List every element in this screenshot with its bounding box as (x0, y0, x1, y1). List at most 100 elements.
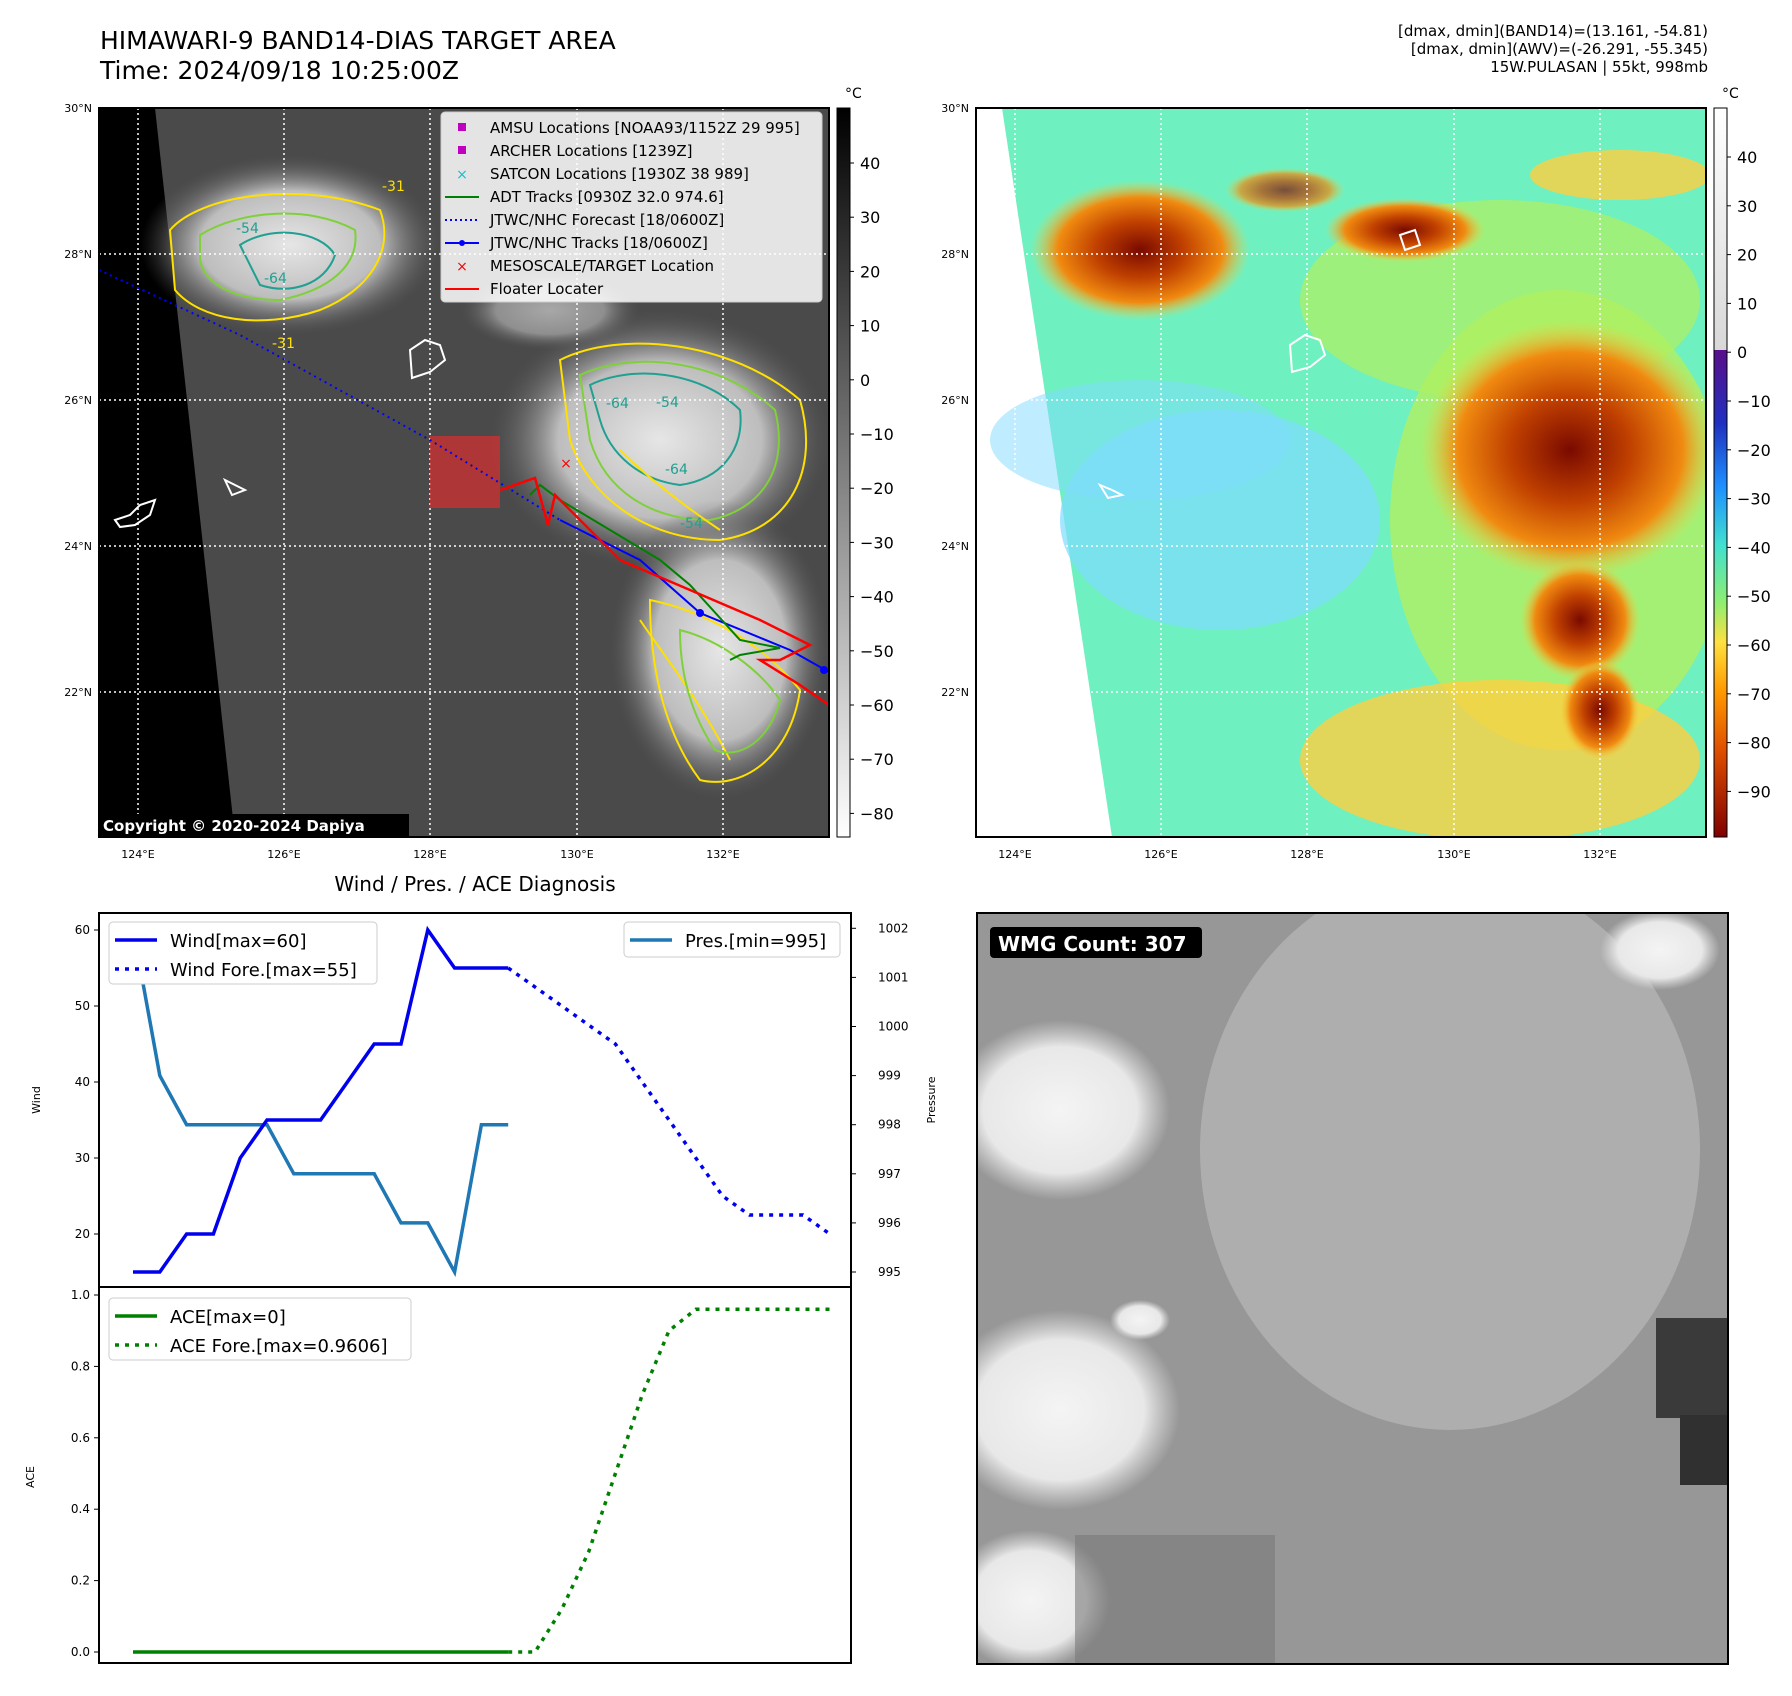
colorbar-tick: −20 (860, 479, 894, 498)
ir-cloud-north (140, 155, 440, 335)
ace-forecast-line (508, 1307, 830, 1654)
contour-label: -64 (665, 462, 688, 478)
lon-label: 132°E (706, 848, 739, 861)
colorbar-tick: −50 (860, 642, 894, 661)
colorbar-tick: 30 (860, 208, 880, 227)
pressure-legend: Pres.[min=995] (623, 921, 841, 958)
legend-label: Wind Fore.[max=55] (170, 960, 357, 981)
contour-minus31-north (168, 192, 386, 322)
pressure-tick-label: 995 (878, 1265, 901, 1279)
awv-gridlines (976, 108, 1706, 837)
colorbar-tick: 0 (860, 371, 870, 390)
awv-colorbar-upper (1714, 108, 1727, 350)
lat-label: 22°N (64, 686, 92, 699)
legend-item: ARCHER Locations [1239Z] (458, 142, 693, 160)
pressure-tick-label: 1002 (878, 921, 909, 935)
contour-label: -54 (656, 395, 679, 411)
colorbar-tick: −60 (860, 696, 894, 715)
ace-tick-label: 0.0 (71, 1645, 90, 1659)
lat-label: 30°N (941, 102, 969, 115)
pressure-tick-label: 1001 (878, 970, 909, 984)
awv-colorbar-lower (1714, 350, 1727, 837)
wind-pressure-chart: 20 30 40 50 60 995 996 997 998 999 1000 1001 1002 Win… (30, 912, 938, 1288)
legend-label: AMSU Locations [NOAA93/1152Z 29 995] (490, 119, 800, 137)
lon-label: 124°E (121, 848, 154, 861)
colorbar-tick: 20 (860, 262, 880, 281)
legend-item: Floater Locater (445, 280, 604, 298)
colorbar-tick: 20 (1737, 246, 1757, 265)
contour-minus31-main (558, 342, 808, 542)
colorbar-tick: −40 (1737, 538, 1771, 557)
colorbar-tick: −30 (1737, 490, 1771, 509)
colorbar-tick: −10 (1737, 392, 1771, 411)
colorbar-tick: 0 (1737, 343, 1747, 362)
ace-tick-label: 0.6 (71, 1431, 90, 1445)
colorbar-tick: 10 (1737, 294, 1757, 313)
adt-track (529, 483, 781, 661)
lat-label: 22°N (941, 686, 969, 699)
colorbar-tick: −70 (860, 750, 894, 769)
legend-item: AMSU Locations [NOAA93/1152Z 29 995] (458, 119, 800, 137)
legend-item: × SATCON Locations [1930Z 38 989] (456, 165, 749, 183)
contour-label: -64 (264, 271, 287, 287)
legend-item: JTWC/NHC Forecast [18/0600Z] (445, 211, 724, 229)
lat-label: 24°N (64, 540, 92, 553)
pressure-tick-label: 999 (878, 1069, 901, 1083)
map-legend: AMSU Locations [NOAA93/1152Z 29 995] ARCH… (440, 111, 823, 303)
pressure-tick-label: 998 (878, 1118, 901, 1132)
colorbar-tick: 30 (1737, 197, 1757, 216)
awv-colorbar-unit: °C (1722, 86, 1739, 102)
wmg-frame (976, 912, 1729, 1665)
storm-info: 15W.PULASAN | 55kt, 998mb (1490, 58, 1708, 76)
legend-label: ADT Tracks [0930Z 32.0 974.6] (490, 188, 724, 206)
wind-axis-label: Wind (30, 1086, 43, 1114)
contour-minus54-main (588, 372, 742, 487)
pressure-tick-label: 1000 (878, 1020, 909, 1034)
contour-minus31-south (648, 598, 802, 783)
wind-tick-label: 60 (75, 923, 90, 937)
legend-label: ARCHER Locations [1239Z] (490, 142, 693, 160)
ir-no-data-region (99, 108, 235, 837)
lat-label: 28°N (64, 248, 92, 261)
coastline-taiwan-islands (113, 498, 157, 529)
svg-text:×: × (456, 259, 468, 275)
mesoscale-target-marker: × (560, 456, 572, 472)
lon-label: 128°E (413, 848, 446, 861)
ir-lat-labels: 30°N 28°N 26°N 24°N 22°N (64, 102, 92, 699)
wmg-dark-patch (1656, 1318, 1728, 1418)
legend-item: ADT Tracks [0930Z 32.0 974.6] (445, 188, 724, 206)
target-area-box (430, 436, 500, 508)
ace-tick-label: 0.4 (71, 1502, 90, 1516)
awv-lat-labels: 30°N 28°N 26°N 24°N 22°N (941, 102, 969, 699)
wind-line (133, 925, 509, 1274)
ace-chart: 0.0 0.2 0.4 0.6 0.8 1.0 ACE[max=0] ACE Fore.[ma… (24, 1286, 852, 1664)
ace-tick-label: 0.2 (71, 1574, 90, 1588)
ir-colorbar (836, 107, 851, 838)
contour-labels: -31 -54 -64 -31 -64 -54 -64 -54 (236, 179, 703, 532)
wind-tick-label: 50 (75, 999, 90, 1013)
contour-label: -54 (680, 516, 703, 532)
lon-label: 130°E (560, 848, 593, 861)
ace-axis-label: ACE (24, 1466, 37, 1488)
lon-label: 132°E (1583, 848, 1616, 861)
svg-text:×: × (456, 167, 468, 183)
colorbar-tick: −20 (1737, 441, 1771, 460)
lat-label: 24°N (941, 540, 969, 553)
colorbar-tick: 10 (860, 317, 880, 336)
colorbar-tick: 40 (1737, 148, 1757, 167)
lon-label: 126°E (1144, 848, 1177, 861)
contour-label: -31 (382, 179, 405, 195)
lon-label: 130°E (1437, 848, 1470, 861)
wind-legend: Wind[max=60] Wind Fore.[max=55] (108, 921, 378, 985)
ir-lon-labels: 124°E 126°E 128°E 130°E 132°E (121, 848, 739, 861)
ace-tick-label: 0.8 (71, 1359, 90, 1373)
lon-label: 124°E (998, 848, 1031, 861)
wmg-count-box (990, 927, 1202, 958)
colorbar-tick: −70 (1737, 685, 1771, 704)
colorbar-tick: −60 (1737, 636, 1771, 655)
stats-band14: [dmax, dmin](BAND14)=(13.161, -54.81) (1397, 22, 1708, 40)
colorbar-tick: −90 (1737, 782, 1771, 801)
legend-label: ACE Fore.[max=0.9606] (170, 1336, 388, 1357)
wind-tick-label: 30 (75, 1151, 90, 1165)
